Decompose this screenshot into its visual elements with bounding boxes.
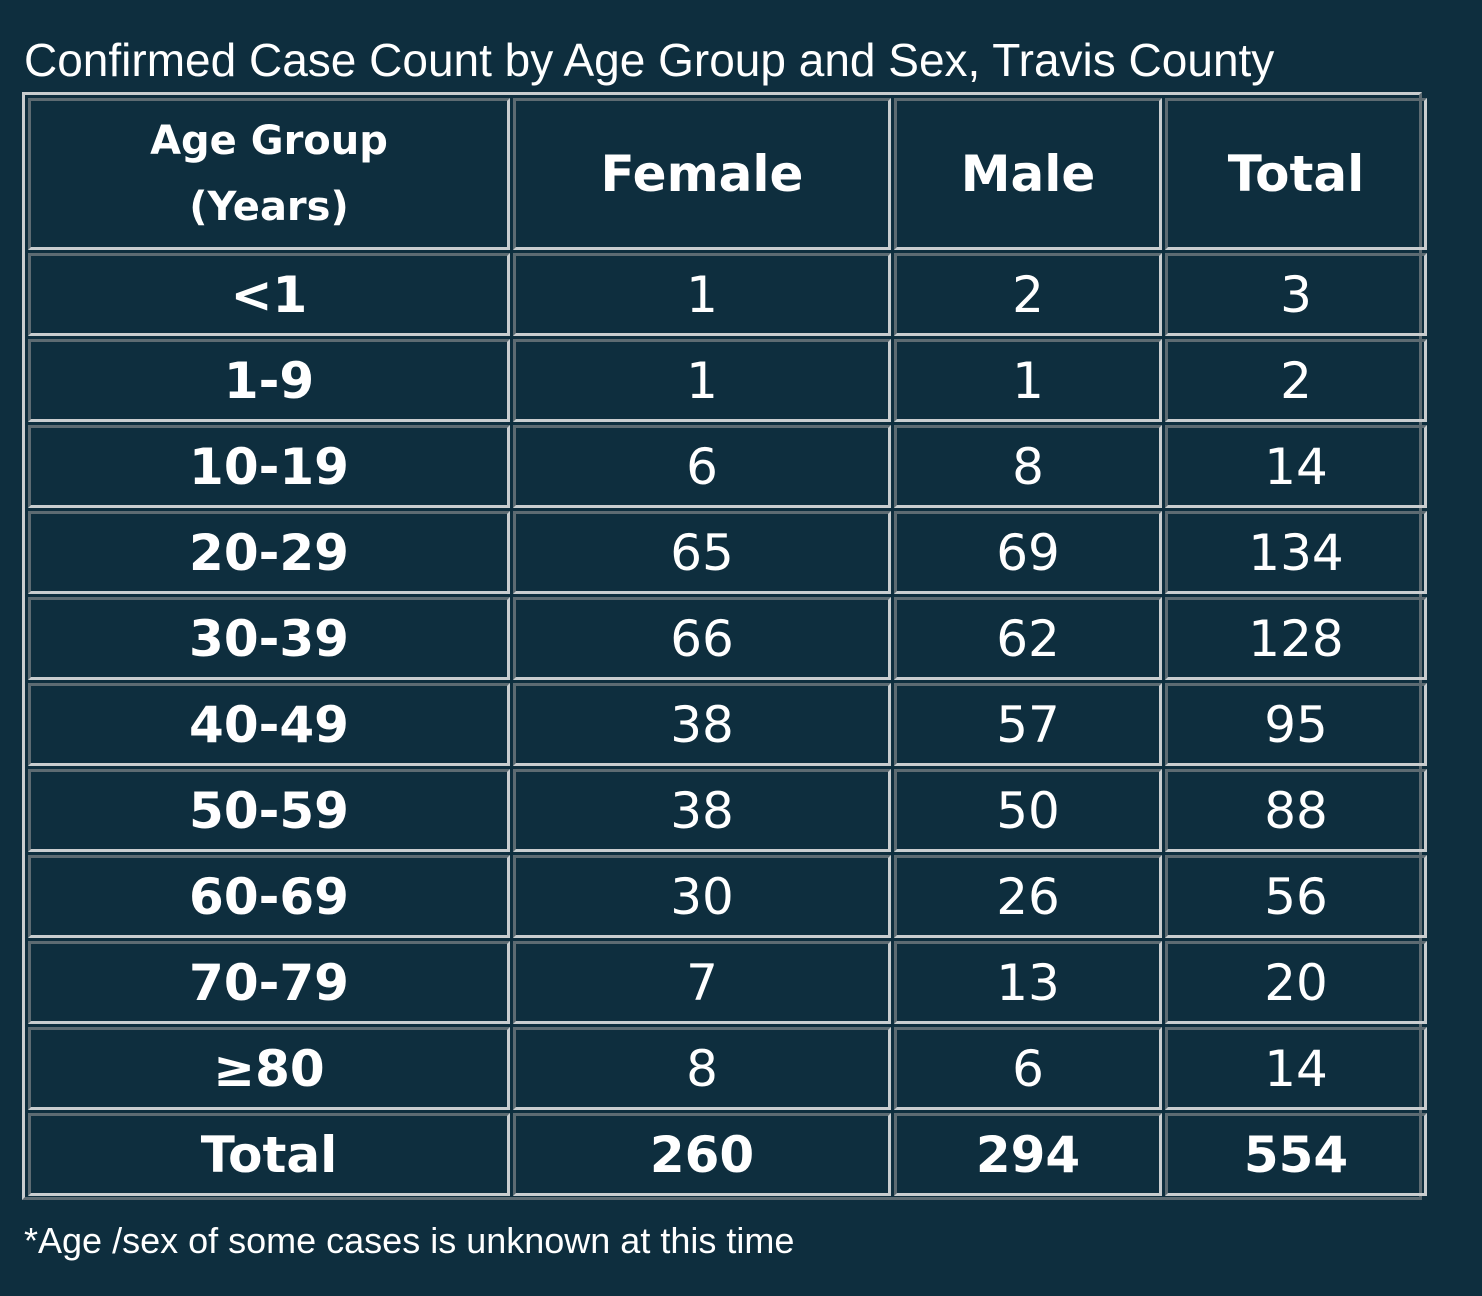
table-title: Confirmed Case Count by Age Group and Se…: [24, 34, 1275, 86]
age-group-cell: <1: [28, 253, 510, 336]
age-group-cell: 60-69: [28, 855, 510, 938]
male-cell: 1: [894, 339, 1162, 422]
header-age-group: Age Group (Years): [28, 98, 510, 250]
male-cell: 50: [894, 769, 1162, 852]
case-count-table: Age Group (Years) Female Male Total <1 1…: [22, 92, 1427, 1200]
table-row: 30-39 66 62 128: [28, 597, 1427, 680]
age-group-cell: 70-79: [28, 941, 510, 1024]
age-group-cell: 10-19: [28, 425, 510, 508]
male-cell: 2: [894, 253, 1162, 336]
female-cell: 66: [513, 597, 891, 680]
age-group-cell: 50-59: [28, 769, 510, 852]
male-cell: 8: [894, 425, 1162, 508]
header-total: Total: [1165, 98, 1427, 250]
age-group-cell: ≥80: [28, 1027, 510, 1110]
header-age-group-line1: Age Group: [150, 118, 388, 164]
male-cell: 57: [894, 683, 1162, 766]
table-row: 60-69 30 26 56: [28, 855, 1427, 938]
female-cell: 6: [513, 425, 891, 508]
total-cell: 128: [1165, 597, 1427, 680]
header-row: Age Group (Years) Female Male Total: [28, 98, 1427, 250]
total-cell: 3: [1165, 253, 1427, 336]
female-cell: 1: [513, 339, 891, 422]
total-cell: 14: [1165, 425, 1427, 508]
table-row: 20-29 65 69 134: [28, 511, 1427, 594]
table-row: 40-49 38 57 95: [28, 683, 1427, 766]
table-row: 70-79 7 13 20: [28, 941, 1427, 1024]
male-cell: 69: [894, 511, 1162, 594]
total-cell: 134: [1165, 511, 1427, 594]
header-female: Female: [513, 98, 891, 250]
total-female-cell: 260: [513, 1113, 891, 1196]
female-cell: 38: [513, 683, 891, 766]
age-group-cell: 30-39: [28, 597, 510, 680]
total-cell: 95: [1165, 683, 1427, 766]
table-row: ≥80 8 6 14: [28, 1027, 1427, 1110]
table-row: <1 1 2 3: [28, 253, 1427, 336]
total-row: Total 260 294 554: [28, 1113, 1427, 1196]
male-cell: 62: [894, 597, 1162, 680]
total-cell: 56: [1165, 855, 1427, 938]
male-cell: 13: [894, 941, 1162, 1024]
female-cell: 7: [513, 941, 891, 1024]
female-cell: 1: [513, 253, 891, 336]
female-cell: 38: [513, 769, 891, 852]
female-cell: 65: [513, 511, 891, 594]
header-male: Male: [894, 98, 1162, 250]
table-row: 10-19 6 8 14: [28, 425, 1427, 508]
female-cell: 30: [513, 855, 891, 938]
age-group-cell: 40-49: [28, 683, 510, 766]
total-cell: 88: [1165, 769, 1427, 852]
female-cell: 8: [513, 1027, 891, 1110]
total-cell: 2: [1165, 339, 1427, 422]
total-cell: 20: [1165, 941, 1427, 1024]
grand-total-cell: 554: [1165, 1113, 1427, 1196]
total-cell: 14: [1165, 1027, 1427, 1110]
male-cell: 6: [894, 1027, 1162, 1110]
age-group-cell: 20-29: [28, 511, 510, 594]
table-row: 50-59 38 50 88: [28, 769, 1427, 852]
footnote: *Age /sex of some cases is unknown at th…: [24, 1220, 795, 1261]
male-cell: 26: [894, 855, 1162, 938]
total-male-cell: 294: [894, 1113, 1162, 1196]
total-row-label: Total: [28, 1113, 510, 1196]
age-group-cell: 1-9: [28, 339, 510, 422]
header-age-group-line2: (Years): [189, 184, 349, 230]
table-row: 1-9 1 1 2: [28, 339, 1427, 422]
